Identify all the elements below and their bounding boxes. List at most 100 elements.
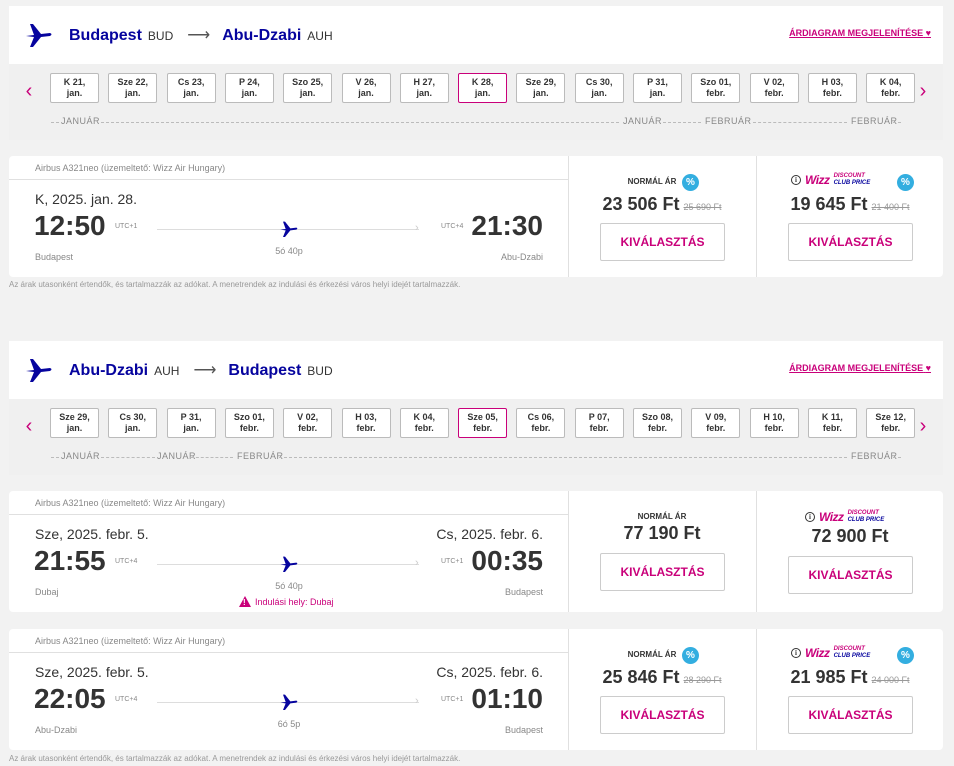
date-chip-day: Cs 23, [177,77,205,87]
date-chip[interactable]: K 11, febr. [807,408,857,438]
airplane-icon [26,359,52,382]
arrival-utc: UTC+4 [441,223,464,230]
date-chip[interactable]: K 04, febr. [399,408,449,438]
date-chip[interactable]: K 28, jan. [458,73,508,103]
normal-price-value: 25 846 Ft [602,667,680,687]
date-chip[interactable]: V 02, febr. [283,408,333,438]
info-icon[interactable]: i [791,648,801,658]
info-icon[interactable]: i [791,175,801,185]
month-divider [101,457,155,458]
next-dates-arrow-icon[interactable]: › [919,415,927,437]
discount-percent-icon: % [897,174,914,191]
date-chip[interactable]: K 21, jan. [50,73,99,103]
route-arrow-icon: ⟶ [193,362,217,379]
date-chip[interactable]: Szo 01, febr. [224,408,274,438]
date-chip[interactable]: Cs 30, jan. [574,73,624,103]
discount-club-logo: i Wizz DISCOUNT CLUB PRICE [805,510,884,524]
date-chip[interactable]: Cs 23, jan. [166,73,216,103]
discount-club-logo: i Wizz DISCOUNT CLUB PRICE [791,646,870,660]
select-normal-button[interactable]: KIVÁLASZTÁS [600,223,725,261]
date-chip-month: jan. [66,88,83,98]
normal-price-column: NORMÁL ÁR 77 190 Ft KIVÁLASZTÁS [568,491,755,612]
club-line-3: PRICE [865,517,885,523]
aircraft-info: Airbus A321neo (üzemeltető: Wizz Air Hun… [9,629,569,653]
departure-time: 21:55 [34,545,106,576]
date-chip[interactable]: Szo 01, febr. [691,73,741,103]
inbound-panel: Abu-Dzabi AUH ⟶ Budapest BUD ÁRDIAGRAM M… [9,341,943,475]
date-chip-day: P 24, [238,77,260,87]
date-chip-month: febr. [881,423,901,433]
destination-city: Abu-Dzabi [222,27,302,44]
departure-utc: UTC+1 [115,223,138,230]
airplane-icon [279,554,299,574]
prev-dates-arrow-icon[interactable]: ‹ [25,80,33,102]
prev-dates-arrow-icon[interactable]: ‹ [25,415,33,437]
month-label: FEBRUÁR [705,116,752,126]
club-price: 21 985 Ft 24 000 Ft [757,667,943,688]
normal-price-value: 23 506 Ft [602,194,680,214]
date-chip-month: febr. [414,423,434,433]
select-club-button[interactable]: KIVÁLASZTÁS [788,696,913,734]
arrival-date: Cs, 2025. febr. 6. [436,664,543,680]
date-chip-month: jan. [299,88,316,98]
date-chip[interactable]: Sze 29, jan. [516,73,566,103]
date-chip[interactable]: Szo 08, febr. [633,408,682,438]
arrival-utc: UTC+1 [441,696,464,703]
date-chip[interactable]: Szo 25, jan. [283,73,333,103]
price-diagram-link[interactable]: ÁRDIAGRAM MEGJELENÍTÉSE ♥ [789,363,931,373]
month-label: JANUÁR [61,451,101,461]
destination-city: Budapest [228,362,302,379]
date-chip[interactable]: H 10, febr. [749,408,799,438]
date-chip-month: febr. [764,88,784,98]
date-chip[interactable]: H 27, jan. [399,73,449,103]
date-chip[interactable]: Sze 12, febr. [866,408,916,438]
date-chip[interactable]: P 24, jan. [224,73,274,103]
normal-price: 23 506 Ft 25 690 Ft [569,194,755,215]
normal-price-column: NORMÁL ÁR% 23 506 Ft 25 690 Ft KIVÁLASZTÁS [568,156,755,277]
info-icon[interactable]: i [805,512,815,522]
date-chip-day: Cs 30, [585,77,613,87]
inbound-flight-card: Airbus A321neo (üzemeltető: Wizz Air Hun… [9,491,943,612]
club-line-2: CLUB [833,653,851,659]
date-chip[interactable]: Sze 22, jan. [108,73,158,103]
month-divider [191,457,233,458]
month-label: FEBRUÁR [851,116,898,126]
date-chip[interactable]: P 31, jan. [166,408,216,438]
origin-code: BUD [147,29,174,43]
date-chip[interactable]: V 02, febr. [749,73,799,103]
date-chip-day: Szo 25, [292,77,324,87]
price-diagram-link[interactable]: ÁRDIAGRAM MEGJELENÍTÉSE ♥ [789,28,931,38]
date-chip[interactable]: H 03, febr. [341,408,391,438]
date-chip-month: febr. [473,423,493,433]
select-normal-button[interactable]: KIVÁLASZTÁS [600,696,725,734]
date-chip[interactable]: P 07, febr. [574,408,624,438]
next-dates-arrow-icon[interactable]: › [919,80,927,102]
date-chip[interactable]: Sze 05, febr. [458,408,508,438]
month-label: FEBRUÁR [851,451,898,461]
date-chip-day: V 02, [763,77,785,87]
date-chip-month: febr. [647,423,667,433]
date-chip[interactable]: K 04, febr. [866,73,916,103]
date-chip-day: K 04, [879,77,902,87]
normal-price-column: NORMÁL ÁR% 25 846 Ft 28 290 Ft KIVÁLASZTÁS [568,629,755,750]
select-club-button[interactable]: KIVÁLASZTÁS [788,223,913,261]
departure-time: 22:05 [34,683,106,714]
month-divider [101,122,619,123]
date-chip-day: Cs 06, [527,412,555,422]
date-chip[interactable]: H 03, febr. [807,73,857,103]
date-chip[interactable]: Sze 29, jan. [50,408,99,438]
discount-percent-icon: % [682,174,699,191]
wizz-logo-text: Wizz [805,173,830,187]
club-line-2: CLUB [833,180,851,186]
origin-code: AUH [154,364,180,378]
select-club-button[interactable]: KIVÁLASZTÁS [788,556,913,594]
select-normal-button[interactable]: KIVÁLASZTÁS [600,553,725,591]
date-chip[interactable]: Cs 30, jan. [108,408,158,438]
date-chip-month: jan. [125,423,141,433]
origin-city: Abu-Dzabi [69,362,149,379]
date-chip[interactable]: V 26, jan. [341,73,391,103]
date-chip[interactable]: V 09, febr. [691,408,741,438]
track-arrow-icon: › [415,695,419,707]
date-chip[interactable]: P 31, jan. [633,73,682,103]
date-chip[interactable]: Cs 06, febr. [516,408,566,438]
